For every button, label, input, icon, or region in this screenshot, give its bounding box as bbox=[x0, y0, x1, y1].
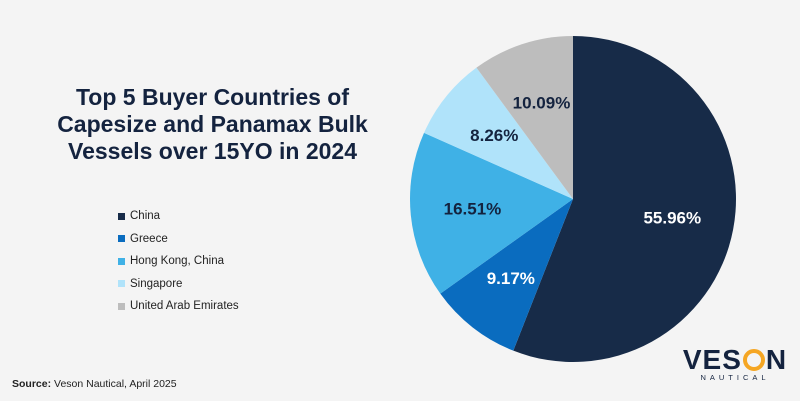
legend-swatch bbox=[118, 235, 125, 243]
legend-label: United Arab Emirates bbox=[130, 300, 239, 313]
logo-subtext: NAUTICAL bbox=[700, 373, 770, 382]
logo-o-ring bbox=[742, 349, 765, 371]
pie-slice bbox=[476, 36, 573, 199]
logo-word-text: VES N bbox=[682, 344, 788, 375]
legend-item: United Arab Emirates bbox=[118, 295, 239, 318]
legend-item: China bbox=[118, 205, 239, 228]
slice-data-label: 55.96% bbox=[643, 208, 701, 227]
pie-slice bbox=[513, 36, 736, 363]
legend-swatch bbox=[118, 302, 125, 310]
legend-label: Singapore bbox=[130, 277, 183, 290]
slice-data-label: 9.17% bbox=[487, 269, 535, 288]
slice-data-label: 8.26% bbox=[470, 126, 518, 145]
chart-title: Top 5 Buyer Countries of Capesize and Pa… bbox=[57, 84, 368, 164]
legend: China Greece Hong Kong, China Singapore Unit… bbox=[118, 205, 239, 318]
legend-swatch bbox=[118, 257, 125, 265]
pie-slice bbox=[424, 67, 573, 200]
legend-label: Greece bbox=[130, 232, 168, 245]
veson-logo: VES N NAUTICAL bbox=[676, 345, 794, 383]
source-note: Source: Veson Nautical, April 2025 bbox=[12, 378, 177, 390]
slice-data-label: 16.51% bbox=[444, 200, 502, 219]
legend-swatch bbox=[118, 212, 125, 220]
legend-label: Hong Kong, China bbox=[130, 255, 224, 268]
legend-item: Greece bbox=[118, 228, 239, 251]
source-text: Veson Nautical, April 2025 bbox=[54, 378, 177, 390]
slice-data-label: 10.09% bbox=[513, 93, 571, 112]
legend-item: Singapore bbox=[118, 273, 239, 296]
legend-swatch bbox=[118, 280, 125, 288]
pie-slice bbox=[440, 199, 573, 351]
legend-label: China bbox=[130, 210, 161, 223]
legend-item: Hong Kong, China bbox=[118, 250, 239, 273]
logo-word: VES N bbox=[676, 345, 794, 375]
pie-slice bbox=[410, 132, 573, 294]
source-label: Source: bbox=[12, 378, 52, 390]
